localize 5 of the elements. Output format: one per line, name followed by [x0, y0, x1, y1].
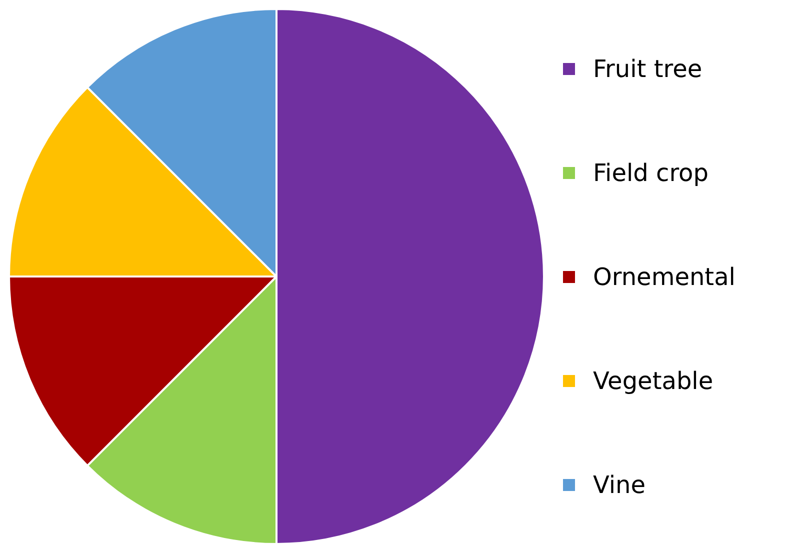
- legend-label: Vine: [593, 470, 646, 498]
- legend-label: Field crop: [593, 158, 708, 186]
- legend-label: Ornemental: [593, 262, 736, 290]
- legend-label: Fruit tree: [593, 54, 702, 82]
- legend-label: Vegetable: [593, 366, 714, 394]
